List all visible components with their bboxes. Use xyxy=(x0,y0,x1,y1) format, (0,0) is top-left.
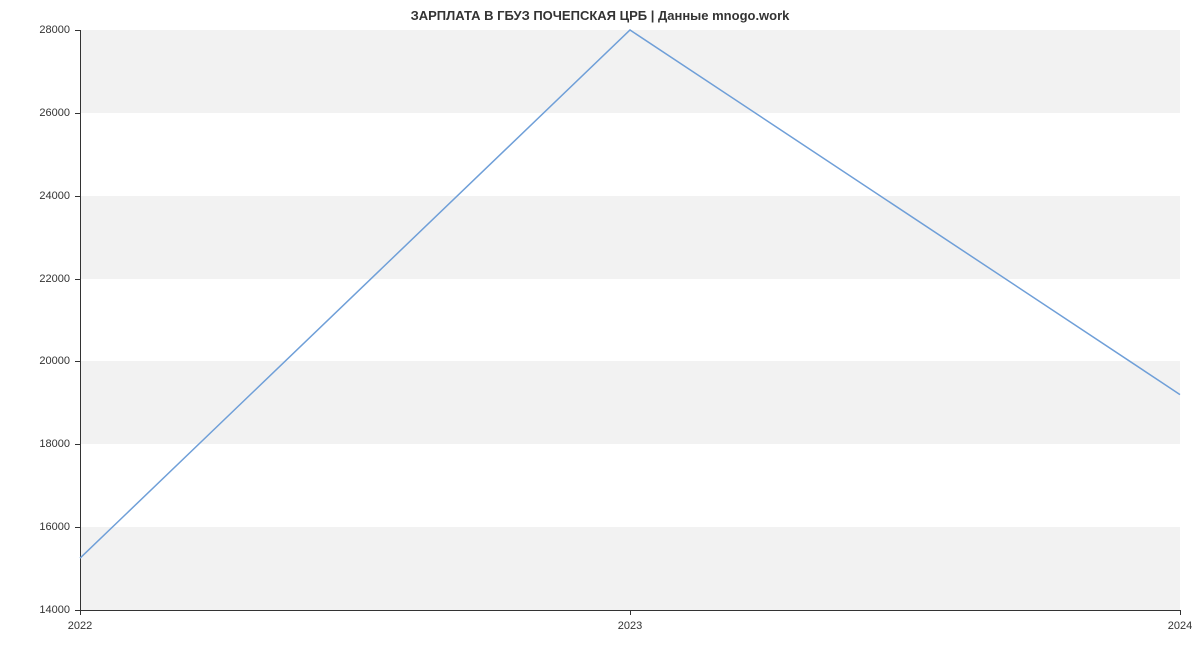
salary-line-chart: ЗАРПЛАТА В ГБУЗ ПОЧЕПСКАЯ ЦРБ | Данные m… xyxy=(0,0,1200,650)
x-tick-mark xyxy=(1180,610,1181,615)
x-tick-label: 2022 xyxy=(68,620,92,632)
series-line-salary xyxy=(80,30,1180,558)
chart-title: ЗАРПЛАТА В ГБУЗ ПОЧЕПСКАЯ ЦРБ | Данные m… xyxy=(0,8,1200,23)
y-tick-label: 24000 xyxy=(10,190,70,202)
x-tick-label: 2024 xyxy=(1168,620,1192,632)
y-tick-label: 16000 xyxy=(10,521,70,533)
y-tick-label: 20000 xyxy=(10,355,70,367)
y-tick-label: 28000 xyxy=(10,24,70,36)
x-tick-mark xyxy=(630,610,631,615)
chart-lines xyxy=(80,30,1180,610)
y-tick-label: 14000 xyxy=(10,604,70,616)
plot-area: 1400016000180002000022000240002600028000… xyxy=(80,30,1180,610)
y-tick-label: 26000 xyxy=(10,107,70,119)
y-tick-label: 18000 xyxy=(10,438,70,450)
x-tick-mark xyxy=(80,610,81,615)
y-tick-label: 22000 xyxy=(10,273,70,285)
x-tick-label: 2023 xyxy=(618,620,642,632)
